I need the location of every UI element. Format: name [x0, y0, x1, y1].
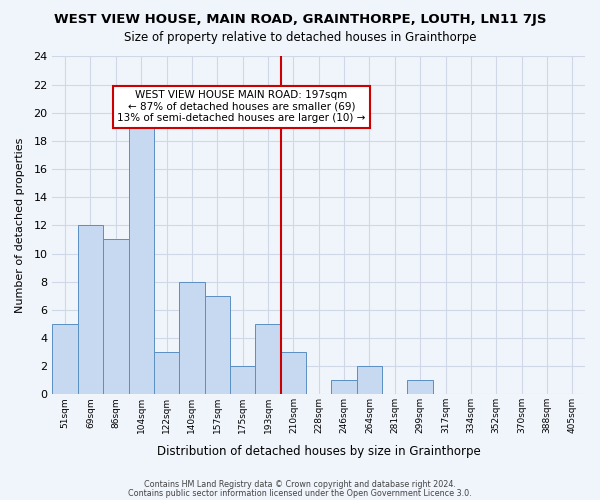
Bar — [357, 366, 382, 394]
Bar — [407, 380, 433, 394]
Text: Contains HM Land Registry data © Crown copyright and database right 2024.: Contains HM Land Registry data © Crown c… — [144, 480, 456, 489]
Bar — [205, 296, 230, 394]
Bar — [103, 240, 128, 394]
Text: Contains public sector information licensed under the Open Government Licence 3.: Contains public sector information licen… — [128, 488, 472, 498]
Bar — [281, 352, 306, 394]
Text: WEST VIEW HOUSE, MAIN ROAD, GRAINTHORPE, LOUTH, LN11 7JS: WEST VIEW HOUSE, MAIN ROAD, GRAINTHORPE,… — [54, 12, 546, 26]
Bar — [78, 226, 103, 394]
Bar — [154, 352, 179, 394]
Bar — [128, 127, 154, 394]
Text: WEST VIEW HOUSE MAIN ROAD: 197sqm
← 87% of detached houses are smaller (69)
13% : WEST VIEW HOUSE MAIN ROAD: 197sqm ← 87% … — [118, 90, 365, 124]
Bar — [179, 282, 205, 394]
Bar — [52, 324, 78, 394]
Text: Size of property relative to detached houses in Grainthorpe: Size of property relative to detached ho… — [124, 31, 476, 44]
Bar — [331, 380, 357, 394]
X-axis label: Distribution of detached houses by size in Grainthorpe: Distribution of detached houses by size … — [157, 444, 481, 458]
Y-axis label: Number of detached properties: Number of detached properties — [15, 138, 25, 313]
Bar — [256, 324, 281, 394]
Bar — [230, 366, 256, 394]
